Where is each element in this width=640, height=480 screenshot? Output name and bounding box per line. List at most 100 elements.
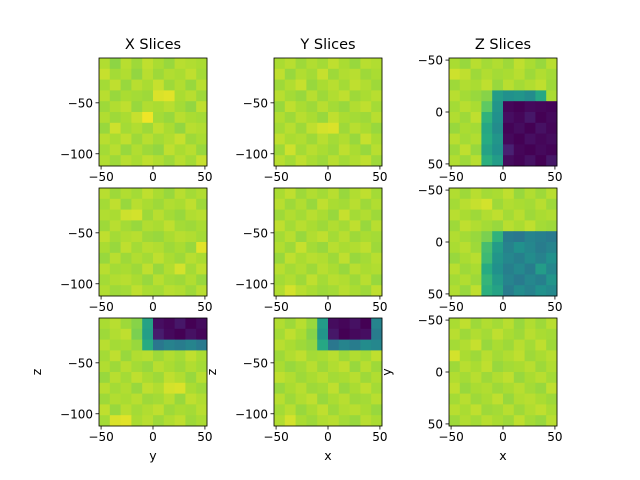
- heatmap-cell: [284, 415, 296, 427]
- heatmap-cell: [284, 112, 296, 124]
- heatmap-cell: [492, 101, 504, 113]
- heatmap-cell: [371, 242, 383, 254]
- heatmap-cell: [196, 155, 208, 167]
- x-tick-label: 50: [547, 300, 562, 314]
- heatmap-cell: [535, 90, 547, 102]
- heatmap-cell: [481, 58, 493, 70]
- heatmap-cell: [349, 339, 361, 351]
- heatmap-cell: [99, 101, 111, 113]
- heatmap-cell: [338, 144, 350, 156]
- heatmap-cell: [513, 101, 525, 113]
- heatmap-cell: [142, 350, 154, 362]
- heatmap-cell: [109, 90, 121, 102]
- heatmap-cell: [338, 361, 350, 373]
- heatmap-cell: [163, 274, 175, 286]
- heatmap-cell: [317, 112, 329, 124]
- heatmap-cell: [306, 144, 318, 156]
- y-tick-label: −50: [68, 356, 93, 370]
- heatmap-cell: [513, 328, 525, 340]
- heatmap-cell: [459, 318, 471, 330]
- heatmap-cell: [153, 198, 165, 210]
- heatmap-cell: [174, 198, 186, 210]
- heatmap-cell: [503, 68, 515, 80]
- x-tick-label: −50: [438, 430, 463, 444]
- heatmap-cell: [360, 209, 372, 221]
- heatmap-cell: [274, 415, 286, 427]
- heatmap-cell: [503, 285, 515, 297]
- heatmap-cell: [274, 285, 286, 297]
- heatmap-cell: [185, 231, 197, 243]
- heatmap-cell: [295, 198, 307, 210]
- heatmap-cell: [546, 285, 558, 297]
- y-tick-label: −50: [243, 356, 268, 370]
- heatmap-cell: [109, 252, 121, 264]
- heatmap-cell: [338, 393, 350, 405]
- heatmap-cell: [185, 144, 197, 156]
- heatmap-cell: [470, 68, 482, 80]
- heatmap-cell: [338, 339, 350, 351]
- heatmap-cell: [306, 155, 318, 167]
- heatmap-cell: [492, 328, 504, 340]
- heatmap-cell: [328, 231, 340, 243]
- heatmap-cell: [449, 90, 461, 102]
- heatmap-cell: [449, 415, 461, 427]
- heatmap-cell: [120, 242, 132, 254]
- heatmap-cell: [360, 404, 372, 416]
- heatmap-cell: [328, 198, 340, 210]
- y-tick-label: 0: [435, 106, 443, 120]
- heatmap-cell: [131, 198, 143, 210]
- heatmap-cell: [163, 155, 175, 167]
- heatmap-cell: [503, 404, 515, 416]
- heatmap-cell: [524, 285, 536, 297]
- heatmap-cell: [449, 318, 461, 330]
- heatmap-cell: [349, 285, 361, 297]
- heatmap-cell: [459, 274, 471, 286]
- heatmap-cell: [481, 112, 493, 124]
- x-tick-label: 0: [149, 170, 157, 184]
- heatmap-cell: [274, 101, 286, 113]
- heatmap-cell: [306, 350, 318, 362]
- heatmap-cell: [295, 242, 307, 254]
- x-tick-label: 50: [197, 300, 212, 314]
- heatmap-cell: [274, 318, 286, 330]
- heatmap-cell: [360, 372, 372, 384]
- heatmap-cell: [317, 393, 329, 405]
- heatmap-cell: [306, 361, 318, 373]
- heatmap-cell: [284, 220, 296, 232]
- heatmap-cell: [481, 133, 493, 145]
- heatmap-cell: [142, 274, 154, 286]
- heatmap-cell: [317, 252, 329, 264]
- heatmap-cell: [120, 231, 132, 243]
- heatmap-cell: [371, 404, 383, 416]
- heatmap-cell: [371, 285, 383, 297]
- heatmap-cell: [274, 404, 286, 416]
- heatmap-cell: [163, 231, 175, 243]
- heatmap-cell: [284, 382, 296, 394]
- heatmap-cell: [142, 263, 154, 275]
- heatmap-cell: [524, 90, 536, 102]
- heatmap-cell: [99, 90, 111, 102]
- y-tick-label: −50: [243, 226, 268, 240]
- heatmap-cell: [274, 220, 286, 232]
- heatmap-cell: [99, 274, 111, 286]
- heatmap-cell: [470, 231, 482, 243]
- heatmap-cell: [513, 350, 525, 362]
- heatmap-cell: [371, 58, 383, 70]
- heatmap-cell: [524, 144, 536, 156]
- heatmap-cell: [142, 285, 154, 297]
- heatmap-cell: [99, 58, 111, 70]
- heatmap-cell: [492, 242, 504, 254]
- heatmap-cell: [371, 382, 383, 394]
- heatmap-cell: [120, 318, 132, 330]
- heatmap-cell: [513, 382, 525, 394]
- heatmap-cell: [109, 361, 121, 373]
- heatmap-cell: [503, 361, 515, 373]
- heatmap-cell: [459, 339, 471, 351]
- heatmap-cell: [153, 393, 165, 405]
- heatmap-cell: [99, 79, 111, 91]
- heatmap-cell: [513, 90, 525, 102]
- heatmap-cell: [284, 361, 296, 373]
- heatmap-cell: [481, 220, 493, 232]
- heatmap-cell: [449, 231, 461, 243]
- heatmap-cell: [317, 285, 329, 297]
